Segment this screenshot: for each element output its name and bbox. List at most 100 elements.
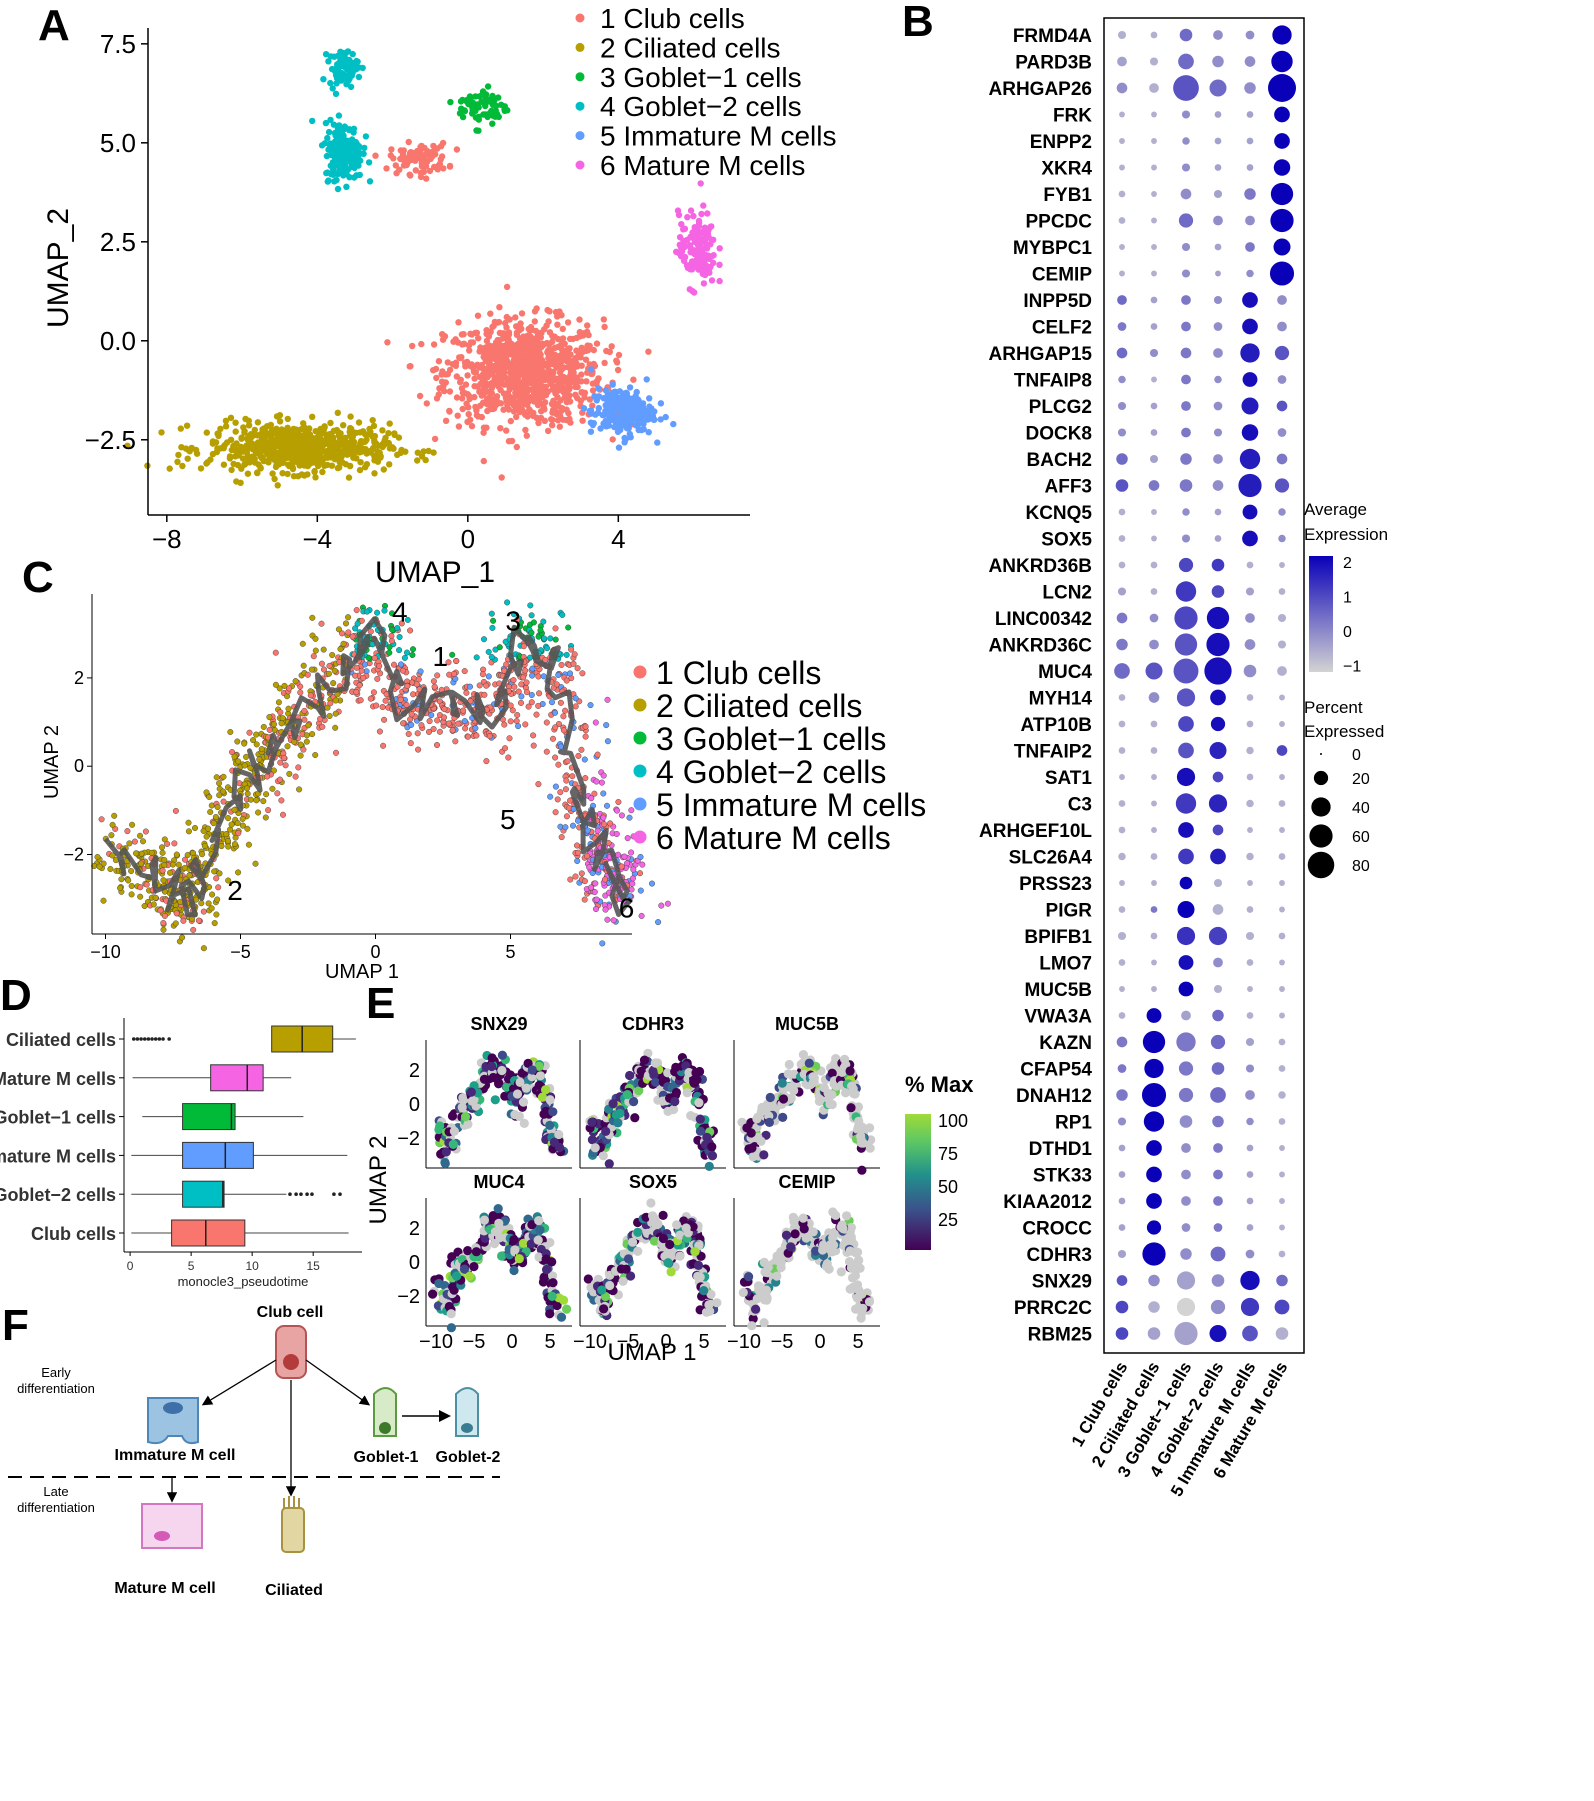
panel-d-outlier (132, 1037, 136, 1041)
panel-a-point (424, 400, 430, 406)
panel-b-dot (1247, 721, 1254, 728)
panel-b-gene-label: PLCG2 (1029, 397, 1092, 418)
panel-b-dot (1214, 190, 1222, 198)
panel-b-gene-label: INPP5D (1023, 291, 1092, 312)
panel-c-point (267, 714, 273, 720)
panel-c-trajectory-label: 4 (392, 597, 408, 628)
panel-a-point (466, 342, 472, 348)
panel-b-dot (1213, 825, 1224, 836)
panel-b-gene-label: CELF2 (1032, 318, 1092, 339)
panel-c-point (321, 667, 327, 673)
panel-a-point (635, 402, 641, 408)
panel-b-dot (1151, 986, 1157, 992)
panel-c-point (442, 706, 448, 712)
panel-b-dot (1119, 112, 1125, 118)
panel-c-point (108, 866, 114, 872)
panel-c-point (514, 718, 520, 724)
panel-e-point (467, 1088, 476, 1097)
panel-d-outlier (136, 1037, 140, 1041)
panel-a-point (562, 341, 568, 347)
panel-a-point (566, 384, 572, 390)
panel-e-point (696, 1115, 705, 1124)
panel-c-point (355, 621, 361, 627)
panel-b-dot (1247, 1171, 1254, 1178)
panel-a-point (335, 186, 341, 192)
panel-a-point (379, 427, 385, 433)
panel-b-dot (1146, 1193, 1162, 1209)
panel-a-point (331, 54, 337, 60)
panel-b-dot (1242, 531, 1258, 547)
panel-b-dot (1119, 509, 1126, 516)
panel-c-point (535, 703, 541, 709)
panel-c-point (536, 691, 542, 697)
panel-a-point (698, 211, 704, 217)
panel-a-point (327, 420, 333, 426)
panel-a-point (470, 365, 476, 371)
panel-a-point (316, 450, 322, 456)
panel-a-point (601, 316, 607, 322)
panel-b-gene-label: PRSS23 (1019, 874, 1092, 895)
panel-d-category-label: Goblet−1 cells (0, 1108, 116, 1128)
panel-b-dot (1209, 79, 1226, 96)
panel-b-dot (1247, 1012, 1254, 1019)
panel-b-dot (1151, 271, 1157, 277)
panel-e-y-tick-label: −2 (397, 1128, 420, 1150)
panel-a-point (710, 260, 716, 266)
panel-b-dot (1150, 349, 1158, 357)
panel-c-point (304, 733, 310, 739)
panel-c-point (301, 663, 307, 669)
panel-a-point (260, 434, 266, 440)
panel-a-point (475, 313, 481, 319)
panel-c-point (101, 898, 107, 904)
panel-e-point (491, 1095, 500, 1104)
panel-c-legend-label: 5 Immature M cells (656, 787, 926, 823)
panel-b-dot (1149, 480, 1160, 491)
panel-c-point (328, 701, 334, 707)
panel-a-point (554, 313, 560, 319)
panel-a-point (447, 163, 453, 169)
panel-a-point (524, 433, 530, 439)
panel-b-dot (1215, 535, 1222, 542)
panel-b-gene-label: SOX5 (1041, 530, 1092, 551)
panel-b-dot (1245, 639, 1256, 650)
panel-a-point (228, 415, 234, 421)
panel-c-point (453, 676, 459, 682)
panel-b-gene-label: BPIFB1 (1024, 927, 1092, 948)
panel-d-x-tick-label: 5 (188, 1259, 195, 1273)
panel-d-category-label: Goblet−2 cells (0, 1185, 116, 1205)
panel-c-point (213, 876, 219, 882)
panel-b-dot (1118, 376, 1125, 383)
panel-a-point (246, 422, 252, 428)
panel-a-point (262, 443, 268, 449)
panel-a-point (560, 326, 566, 332)
panel-a-point (214, 430, 220, 436)
panel-c-point (601, 791, 607, 797)
panel-a-point (553, 411, 559, 417)
panel-b-dot (1209, 794, 1227, 812)
panel-c-point (138, 884, 144, 890)
panel-b-dot (1247, 1145, 1254, 1152)
panel-a-point (550, 374, 556, 380)
panel-a-point (603, 387, 609, 393)
panel-a-point (407, 172, 413, 178)
panel-e-point (663, 1107, 672, 1116)
panel-c-point (560, 612, 566, 618)
panel-c-point (286, 706, 292, 712)
panel-c-point (162, 857, 168, 863)
panel-a-point (178, 444, 184, 450)
panel-a-point (559, 358, 565, 364)
panel-a-point (447, 99, 453, 105)
panel-e-point (765, 1118, 774, 1127)
panel-a-point (361, 439, 367, 445)
panel-b-dot (1176, 793, 1196, 813)
panel-b-dot (1246, 1038, 1254, 1046)
panel-a-point (575, 352, 581, 358)
panel-a-point (537, 352, 543, 358)
panel-e-subplot-title: CDHR3 (622, 1014, 684, 1034)
panel-a-point (545, 347, 551, 353)
panel-a-point (361, 145, 367, 151)
panel-a-point (228, 467, 234, 473)
panel-b-dot (1118, 932, 1126, 940)
panel-e-point (615, 1109, 624, 1118)
panel-b-dot (1240, 1271, 1259, 1290)
